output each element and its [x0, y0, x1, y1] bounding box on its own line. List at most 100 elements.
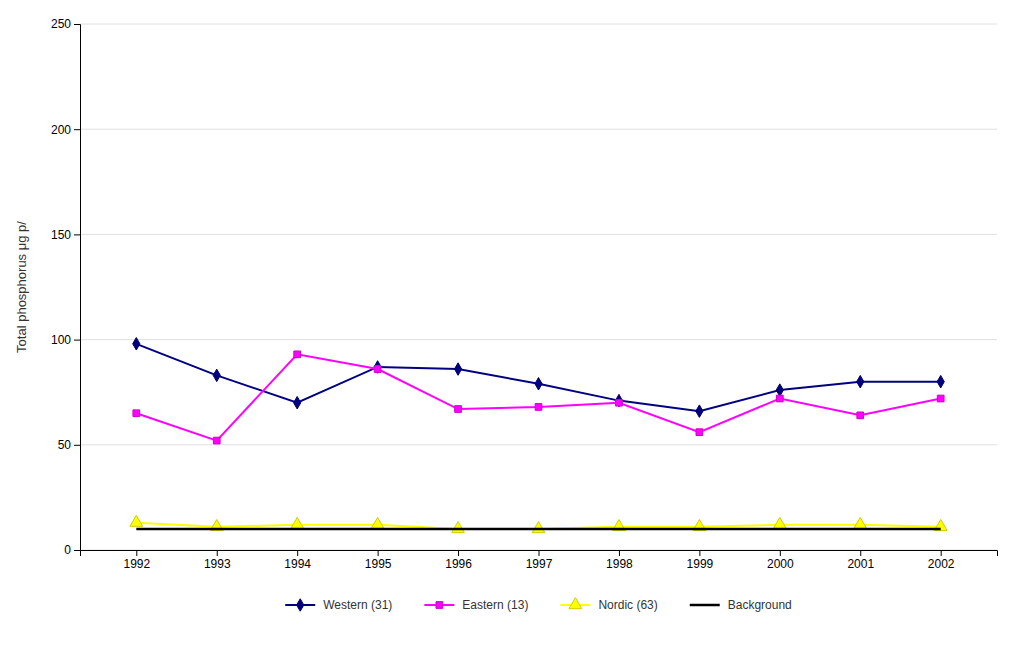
y-tick-mark	[74, 129, 80, 130]
marker	[535, 404, 542, 411]
chart: 1992199319941995199619971998199920002001…	[0, 0, 1027, 650]
x-tick-label: 2002	[928, 557, 955, 571]
grid-line	[80, 234, 997, 235]
marker	[773, 517, 786, 528]
grid-line	[80, 129, 997, 130]
marker	[696, 429, 703, 436]
y-axis: 0 50 100 150 200 250	[51, 17, 81, 557]
grid	[80, 24, 997, 550]
y-tick: 100	[51, 333, 80, 347]
x-tick-label: 1992	[123, 557, 150, 571]
x-tick-mark	[297, 550, 298, 556]
x-tick: 2001	[847, 550, 874, 571]
y-tick-label: 250	[51, 17, 71, 31]
grid-line	[80, 339, 997, 340]
x-axis: 1992 1993 1994 1995 1996 1997 1998 1999 2000 2001…	[81, 550, 998, 571]
y-tick: 0	[64, 543, 80, 557]
x-tick-mark	[619, 550, 620, 556]
x-tick-label: 1996	[445, 557, 472, 571]
legend-swatch	[690, 604, 720, 607]
y-tick-mark	[74, 550, 80, 551]
legend-marker	[297, 599, 304, 611]
legend-label: Western (31)	[323, 598, 392, 612]
x-tick-mark	[458, 550, 459, 556]
y-axis-line	[74, 25, 81, 551]
y-tick-mark	[74, 340, 80, 341]
y-tick-mark	[74, 234, 80, 235]
y-tick: 200	[51, 123, 80, 137]
legend-item: Eastern (13)	[424, 598, 528, 612]
x-tick: 1995	[365, 550, 392, 571]
marker	[452, 522, 465, 533]
legend-label: Nordic (63)	[598, 598, 657, 612]
x-tick-mark	[860, 550, 861, 556]
x-tick: 1997	[526, 550, 553, 571]
x-tick-label: 1998	[606, 557, 633, 571]
y-axis-title: Total phosphorus μg p/	[14, 221, 29, 353]
marker	[130, 515, 143, 526]
series	[136, 528, 940, 529]
x-tick-mark	[941, 550, 942, 556]
x-tick: 1996	[445, 550, 472, 571]
legend: Western (31) Eastern (13) Nordic (63) Backg…	[285, 598, 792, 613]
marker	[294, 396, 301, 408]
x-tick-label: 1997	[526, 557, 553, 571]
y-tick: 150	[51, 228, 80, 242]
y-tick-label: 200	[51, 123, 71, 137]
grid-line	[80, 444, 997, 445]
y-tick: 250	[51, 17, 80, 31]
legend-label: Eastern (13)	[462, 598, 528, 612]
marker	[371, 517, 384, 528]
marker	[616, 399, 623, 406]
x-tick-mark	[217, 550, 218, 556]
marker	[535, 378, 542, 390]
marker	[937, 375, 944, 387]
marker	[532, 522, 545, 533]
x-tick: 1993	[204, 550, 231, 571]
series-line	[136, 354, 940, 440]
marker	[213, 437, 220, 444]
marker	[857, 375, 864, 387]
x-tick-label: 1995	[365, 557, 392, 571]
series-line	[136, 344, 940, 411]
x-tick-mark	[699, 550, 700, 556]
x-tick-label: 1993	[204, 557, 231, 571]
marker	[133, 410, 140, 417]
marker	[291, 517, 304, 528]
y-tick-label: 50	[58, 438, 72, 452]
legend-item: Background	[690, 598, 792, 612]
marker	[857, 412, 864, 419]
x-tick-label: 1999	[687, 557, 714, 571]
marker	[213, 369, 220, 381]
legend-item: Western (31)	[285, 598, 392, 612]
x-tick-label: 2000	[767, 557, 794, 571]
marker	[455, 406, 462, 413]
x-tick-mark	[136, 550, 137, 556]
x-axis-line	[81, 551, 998, 557]
y-tick-label: 0	[64, 543, 71, 557]
x-tick: 1994	[284, 550, 311, 571]
legend-item: Nordic (63)	[560, 598, 657, 613]
marker	[776, 384, 783, 396]
series	[133, 338, 945, 418]
marker	[374, 366, 381, 373]
x-tick-mark	[539, 550, 540, 556]
series	[133, 351, 944, 444]
series	[130, 515, 947, 532]
marker	[776, 395, 783, 402]
x-tick: 1992	[123, 550, 150, 571]
y-tick: 50	[58, 438, 80, 452]
y-tick-label: 150	[51, 228, 71, 242]
marker	[133, 338, 140, 350]
series-line	[136, 528, 940, 531]
x-tick-mark	[780, 550, 781, 556]
marker	[854, 517, 867, 528]
marker	[294, 351, 301, 358]
marker	[937, 395, 944, 402]
y-tick-mark	[74, 445, 80, 446]
x-tick-label: 2001	[847, 557, 874, 571]
y-tick-mark	[74, 24, 80, 25]
x-tick: 2000	[767, 550, 794, 571]
marker	[615, 394, 622, 406]
marker	[454, 363, 461, 375]
